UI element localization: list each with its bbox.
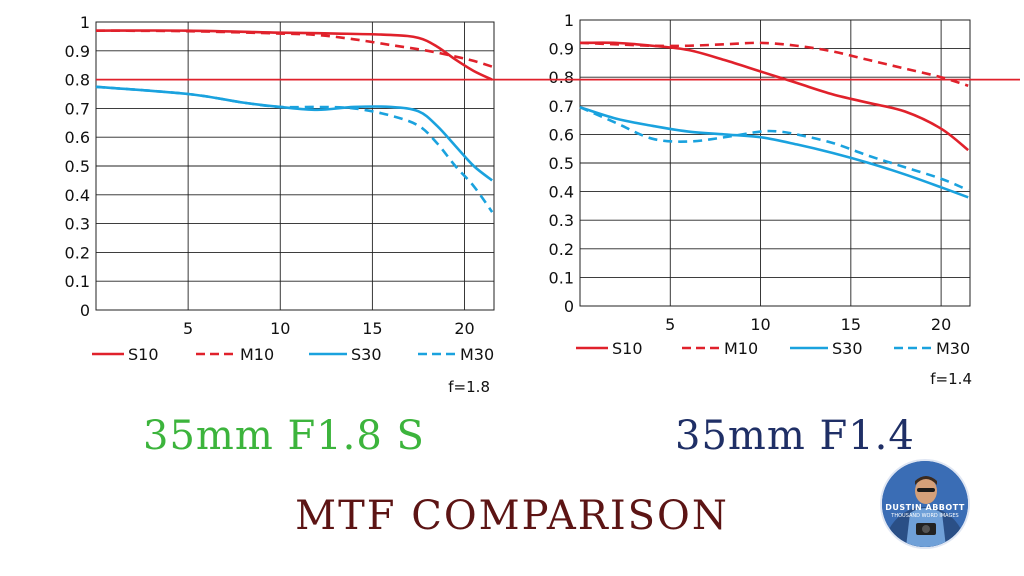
y-tick-label: 0.5 <box>549 154 574 173</box>
x-tick-label: 20 <box>454 319 474 338</box>
aperture-annotation: f=1.8 <box>448 378 490 396</box>
legend-label-s30: S30 <box>832 339 863 358</box>
legend-label-m30: M30 <box>460 345 494 364</box>
logo-name: DUSTIN ABBOTT <box>885 503 965 512</box>
series-line-s10 <box>579 41 970 152</box>
x-tick-label: 5 <box>183 319 193 338</box>
y-tick-label: 0 <box>80 301 90 320</box>
chart-legend: S10 M10 S30 M30 <box>92 345 494 364</box>
series-line-s30 <box>95 85 493 182</box>
y-tick-label: 0.1 <box>549 268 574 287</box>
y-tick-label: 0.6 <box>549 125 574 144</box>
y-tick-label: 0 <box>564 297 574 316</box>
x-tick-label: 10 <box>750 315 770 334</box>
legend-label-s30: S30 <box>351 345 382 364</box>
series-line-m10 <box>579 41 969 88</box>
plot-frame <box>95 21 495 311</box>
lens-label-35mm-f18: 35mm F1.8 S <box>143 413 425 459</box>
x-tick-label: 20 <box>931 315 951 334</box>
y-tick-label: 0.9 <box>65 42 90 61</box>
chart-grid <box>95 21 495 311</box>
logo-tagline: THOUSAND WORD IMAGES <box>891 513 959 519</box>
aperture-annotation: f=1.4 <box>930 370 972 388</box>
y-tick-label: 0.1 <box>65 272 90 291</box>
y-tick-label: 0.3 <box>549 211 574 230</box>
y-tick-label: 0.4 <box>65 186 90 205</box>
legend-label-m10: M10 <box>240 345 274 364</box>
y-tick-label: 0.6 <box>65 128 90 147</box>
x-tick-label: 15 <box>362 319 382 338</box>
series-line-m30 <box>95 85 494 213</box>
y-tick-label: 0.2 <box>65 243 90 262</box>
series-line-s30 <box>579 105 969 199</box>
y-tick-label: 0.9 <box>549 40 574 59</box>
y-tick-label: 0.7 <box>65 99 90 118</box>
series-line-s10 <box>95 29 493 81</box>
y-tick-label: 0.7 <box>549 97 574 116</box>
y-tick-label: 0.4 <box>549 183 574 202</box>
x-tick-label: 10 <box>270 319 290 338</box>
y-tick-label: 0.8 <box>549 68 574 87</box>
plot-frame <box>579 19 971 307</box>
page-title: MTF COMPARISON <box>295 493 729 539</box>
chart-grid <box>579 19 971 307</box>
y-tick-label: 1 <box>80 13 90 32</box>
legend-label-s10: S10 <box>128 345 159 364</box>
y-tick-label: 0.5 <box>65 157 90 176</box>
series-line-m10 <box>95 29 493 68</box>
legend-label-m10: M10 <box>724 339 758 358</box>
series-line-m30 <box>579 106 969 192</box>
lens-label-35mm-f14: 35mm F1.4 <box>675 413 915 459</box>
x-tick-label: 15 <box>841 315 861 334</box>
chart-legend: S10 M10 S30 M30 <box>576 339 970 358</box>
y-tick-label: 0.2 <box>549 240 574 259</box>
y-tick-label: 1 <box>564 11 574 30</box>
x-tick-label: 5 <box>665 315 675 334</box>
author-logo: DUSTIN ABBOTT THOUSAND WORD IMAGES <box>880 459 970 549</box>
y-tick-label: 0.8 <box>65 71 90 90</box>
legend-label-m30: M30 <box>936 339 970 358</box>
legend-label-s10: S10 <box>612 339 643 358</box>
y-tick-label: 0.3 <box>65 215 90 234</box>
photographer-portrait-icon <box>882 461 968 547</box>
